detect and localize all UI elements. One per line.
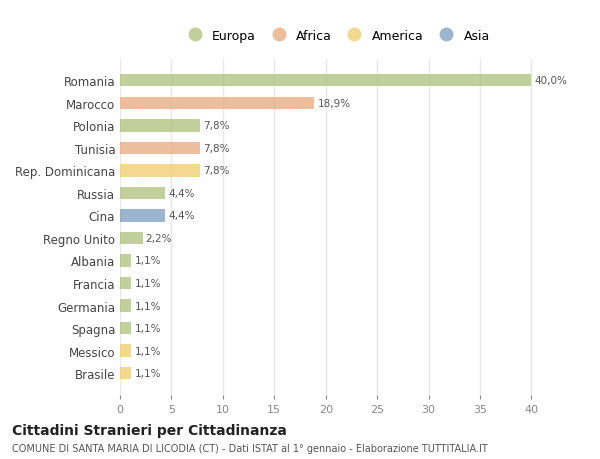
Text: Cittadini Stranieri per Cittadinanza: Cittadini Stranieri per Cittadinanza — [12, 423, 287, 437]
Bar — [120, 187, 165, 200]
Bar — [120, 322, 131, 335]
Bar — [120, 97, 314, 110]
Text: 40,0%: 40,0% — [535, 76, 568, 86]
Bar — [120, 300, 131, 312]
Legend: Europa, Africa, America, Asia: Europa, Africa, America, Asia — [178, 26, 494, 46]
Text: 4,4%: 4,4% — [169, 211, 195, 221]
Bar — [120, 120, 200, 132]
Text: 1,1%: 1,1% — [134, 346, 161, 356]
Text: 7,8%: 7,8% — [203, 144, 230, 153]
Text: 1,1%: 1,1% — [134, 256, 161, 266]
Bar — [120, 367, 131, 380]
Bar — [120, 165, 200, 177]
Bar — [120, 210, 165, 222]
Text: 7,8%: 7,8% — [203, 121, 230, 131]
Text: 1,1%: 1,1% — [134, 279, 161, 288]
Bar — [120, 232, 143, 245]
Bar — [120, 75, 532, 87]
Text: 1,1%: 1,1% — [134, 368, 161, 378]
Text: 4,4%: 4,4% — [169, 189, 195, 198]
Bar — [120, 142, 200, 155]
Text: 1,1%: 1,1% — [134, 301, 161, 311]
Bar — [120, 255, 131, 267]
Bar — [120, 277, 131, 290]
Bar — [120, 345, 131, 357]
Text: COMUNE DI SANTA MARIA DI LICODIA (CT) - Dati ISTAT al 1° gennaio - Elaborazione : COMUNE DI SANTA MARIA DI LICODIA (CT) - … — [12, 443, 488, 453]
Text: 7,8%: 7,8% — [203, 166, 230, 176]
Text: 18,9%: 18,9% — [317, 99, 350, 108]
Text: 1,1%: 1,1% — [134, 324, 161, 333]
Text: 2,2%: 2,2% — [146, 234, 172, 243]
